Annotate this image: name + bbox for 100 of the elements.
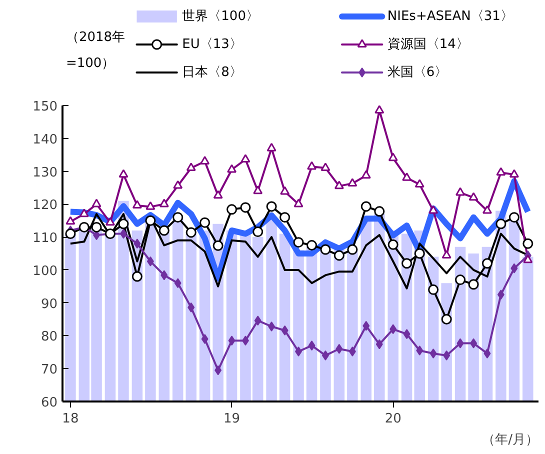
y-tick-label: 130 [32,165,58,180]
point [376,339,383,350]
point [160,270,168,280]
point [294,198,304,208]
point [442,250,452,259]
point [266,142,276,152]
point [186,162,196,172]
point [252,226,264,238]
legend-label: 世界〈100〉 [182,9,259,24]
y-tick-label: 100 [32,264,58,279]
x-tick-label: 20 [384,412,402,426]
point [388,152,398,162]
point [240,154,250,162]
point [428,205,438,214]
point [334,180,344,190]
point [188,302,195,312]
y-tick-label: 70 [40,362,58,378]
point [522,238,534,249]
point [361,170,371,179]
y-tick-label: 80 [40,330,58,345]
point [174,278,182,288]
legend-label: 日本〈8〉 [182,65,242,80]
point [360,201,372,212]
point [443,350,450,360]
point [484,348,491,358]
point [496,167,506,176]
point [226,204,238,215]
point [307,161,317,170]
point [295,346,302,357]
point [268,322,276,332]
point [134,238,141,249]
point [91,222,102,232]
y-tick-label: 140 [32,132,58,148]
point [428,284,439,295]
point [145,215,156,226]
point [388,239,398,250]
point [468,192,478,201]
x-tick-label: 18 [62,412,79,426]
y-tick-label: 110 [32,231,58,246]
point [132,200,142,209]
point [118,218,129,230]
legend-label: NIEs+ASEAN〈31〉 [387,9,514,24]
point [348,178,358,187]
y-axis-title: （2018年 =100） [66,30,126,71]
point [510,263,518,274]
point [508,212,520,223]
point [430,348,437,358]
point [159,198,169,208]
point [456,338,464,348]
point [390,324,397,334]
point [158,225,170,236]
point [470,338,478,348]
point [240,202,251,213]
point [336,344,343,354]
point [414,179,424,188]
point [482,205,492,214]
point [65,228,76,240]
point [348,346,356,357]
point [402,258,412,269]
point [79,208,89,218]
point [496,218,506,230]
point [402,172,412,181]
point [105,217,115,226]
point [266,201,277,212]
point [374,106,384,114]
point [441,314,452,325]
point [146,256,154,266]
point [173,180,183,189]
point [509,169,519,178]
legend-label: 資源国〈14〉 [387,37,469,52]
y-tick-label: 60 [40,396,58,410]
point [347,244,358,255]
x-axis-title: （年/月） [482,432,539,448]
point [118,169,128,178]
point [120,228,127,239]
legend-label: 米国〈6〉 [387,65,448,80]
point [228,336,236,346]
point [320,162,330,172]
point [374,206,385,217]
point [414,248,425,259]
point [497,290,504,300]
point [227,164,237,173]
point [200,217,210,228]
point [132,271,142,282]
point [482,258,492,269]
point [455,274,466,286]
point [308,340,316,351]
x-tick-label: 19 [224,412,240,426]
point [280,186,290,195]
point [253,186,263,194]
point [306,240,318,251]
point [320,244,331,255]
point [456,187,466,196]
point [201,334,208,344]
point [213,190,223,199]
point [146,201,156,210]
point [362,320,370,331]
point [468,279,479,290]
point [403,329,410,340]
point [280,212,290,223]
